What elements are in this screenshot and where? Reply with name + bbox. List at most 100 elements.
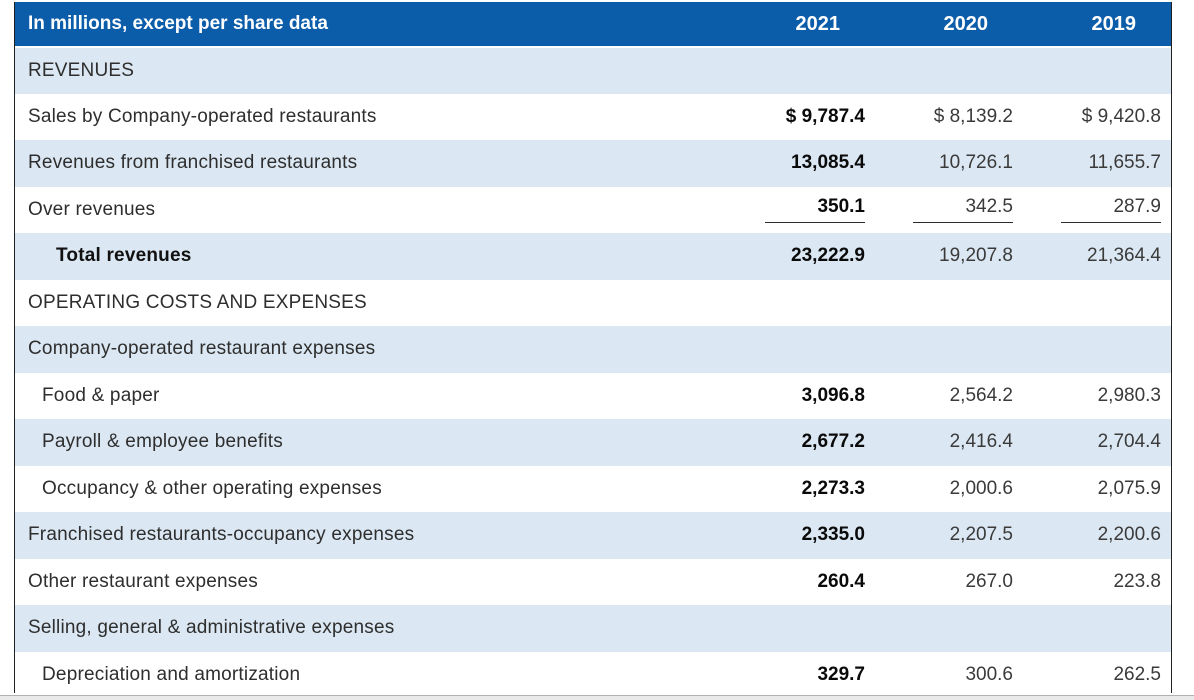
value-2020: 2,000.6 [877, 465, 1025, 512]
column-header-2019: 2019 [1025, 2, 1171, 48]
row-label: REVENUES [15, 47, 729, 94]
table-header: In millions, except per share data 2021 … [15, 2, 1171, 48]
value-text: $ 9,420.8 [1081, 105, 1161, 127]
value-text: 19,207.8 [939, 245, 1013, 267]
value-2021 [729, 326, 877, 373]
value-text: 2,416.4 [949, 431, 1013, 453]
value-2019: 2,980.3 [1025, 372, 1171, 419]
value-text: 2,564.2 [949, 384, 1013, 406]
value-text: 23,222.9 [791, 245, 865, 267]
column-header-2021: 2021 [729, 2, 877, 48]
value-2020: 2,416.4 [877, 419, 1025, 466]
value-2020: 267.0 [877, 558, 1025, 605]
value-text: 2,207.5 [949, 524, 1013, 546]
row-label: Total revenues [15, 233, 729, 280]
value-text: 300.6 [965, 663, 1013, 685]
value-2021: 329.7 [729, 651, 877, 693]
value-2020 [877, 605, 1025, 652]
value-2021: 2,677.2 [729, 419, 877, 466]
value-2019: $ 9,420.8 [1025, 93, 1171, 140]
value-text: 287.9 [1061, 196, 1161, 224]
value-2019 [1025, 605, 1171, 652]
row-label: Franchised restaurants-occupancy expense… [15, 512, 729, 559]
value-2021: $ 9,787.4 [729, 93, 877, 140]
value-text: 267.0 [965, 570, 1013, 592]
value-2021: 13,085.4 [729, 140, 877, 187]
value-2019 [1025, 326, 1171, 373]
row-label: Revenues from franchised restaurants [15, 140, 729, 187]
table-row: Depreciation and amortization 329.7 300.6 2… [15, 651, 1171, 693]
value-text: 2,075.9 [1097, 477, 1161, 499]
row-label: Company-operated restaurant expenses [15, 326, 729, 373]
row-label: Food & paper [15, 372, 729, 419]
table-row: Payroll & employee benefits 2,677.2 2,416.… [15, 419, 1171, 466]
value-2021 [729, 47, 877, 94]
value-2020: 342.5 [877, 186, 1025, 233]
value-2020: 19,207.8 [877, 233, 1025, 280]
value-2021 [729, 279, 877, 326]
value-text: 260.4 [817, 570, 865, 592]
value-2021: 2,335.0 [729, 512, 877, 559]
table-row: Over revenues 350.1 342.5 287.9 [15, 186, 1171, 233]
value-2020: 10,726.1 [877, 140, 1025, 187]
value-2020 [877, 279, 1025, 326]
value-text: 21,364.4 [1087, 245, 1161, 267]
value-2019: 2,704.4 [1025, 419, 1171, 466]
table-row: Franchised restaurants-occupancy expense… [15, 512, 1171, 559]
value-2020 [877, 47, 1025, 94]
income-statement: In millions, except per share data 2021 … [15, 2, 1171, 693]
value-text: 2,704.4 [1097, 431, 1161, 453]
value-text: $ 9,787.4 [785, 105, 865, 127]
value-2019: 2,075.9 [1025, 465, 1171, 512]
value-2021: 3,096.8 [729, 372, 877, 419]
table-row: Food & paper 3,096.8 2,564.2 2,980.3 [15, 372, 1171, 419]
value-text: 329.7 [817, 663, 865, 685]
value-text: 2,677.2 [801, 431, 865, 453]
row-label: Sales by Company-operated restaurants [15, 93, 729, 140]
value-2019: 223.8 [1025, 558, 1171, 605]
value-text: 262.5 [1113, 663, 1161, 685]
row-label: Depreciation and amortization [15, 651, 729, 693]
value-2021: 23,222.9 [729, 233, 877, 280]
value-2019: 11,655.7 [1025, 140, 1171, 187]
value-text: 2,980.3 [1097, 384, 1161, 406]
value-text: 2,335.0 [801, 524, 865, 546]
value-2019: 21,364.4 [1025, 233, 1171, 280]
table-body: REVENUES Sales by Company-operated restau… [15, 47, 1171, 693]
financial-statement-table: In millions, except per share data 2021 … [14, 2, 1172, 693]
value-text: 2,273.3 [801, 477, 865, 499]
value-text: 2,200.6 [1097, 524, 1161, 546]
value-2019: 2,200.6 [1025, 512, 1171, 559]
table-row: Other restaurant expenses 260.4 267.0 223.8 [15, 558, 1171, 605]
value-2019 [1025, 279, 1171, 326]
value-text: 13,085.4 [791, 152, 865, 174]
value-2021 [729, 605, 877, 652]
table-title: In millions, except per share data [15, 2, 729, 48]
value-2020: 2,564.2 [877, 372, 1025, 419]
row-label: OPERATING COSTS AND EXPENSES [15, 279, 729, 326]
header-row: In millions, except per share data 2021 … [15, 2, 1171, 48]
value-2021: 260.4 [729, 558, 877, 605]
value-2021: 2,273.3 [729, 465, 877, 512]
value-2020: $ 8,139.2 [877, 93, 1025, 140]
table-row: Occupancy & other operating expenses 2,27… [15, 465, 1171, 512]
row-label: Occupancy & other operating expenses [15, 465, 729, 512]
value-2020: 300.6 [877, 651, 1025, 693]
value-2019 [1025, 47, 1171, 94]
value-text: 342.5 [913, 196, 1013, 224]
value-text: 2,000.6 [949, 477, 1013, 499]
value-2019: 287.9 [1025, 186, 1171, 233]
table-row: OPERATING COSTS AND EXPENSES [15, 279, 1171, 326]
column-header-2020: 2020 [877, 2, 1025, 48]
value-2019: 262.5 [1025, 651, 1171, 693]
value-text: 350.1 [765, 196, 865, 224]
row-label: Payroll & employee benefits [15, 419, 729, 466]
value-2020 [877, 326, 1025, 373]
value-text: $ 8,139.2 [933, 105, 1013, 127]
row-label: Selling, general & administrative expens… [15, 605, 729, 652]
value-text: 223.8 [1113, 570, 1161, 592]
table-row: Total revenues 23,222.9 19,207.8 21,364.4 [15, 233, 1171, 280]
table-row: Company-operated restaurant expenses [15, 326, 1171, 373]
window-bottom-edge [0, 695, 1194, 700]
value-text: 3,096.8 [801, 384, 865, 406]
